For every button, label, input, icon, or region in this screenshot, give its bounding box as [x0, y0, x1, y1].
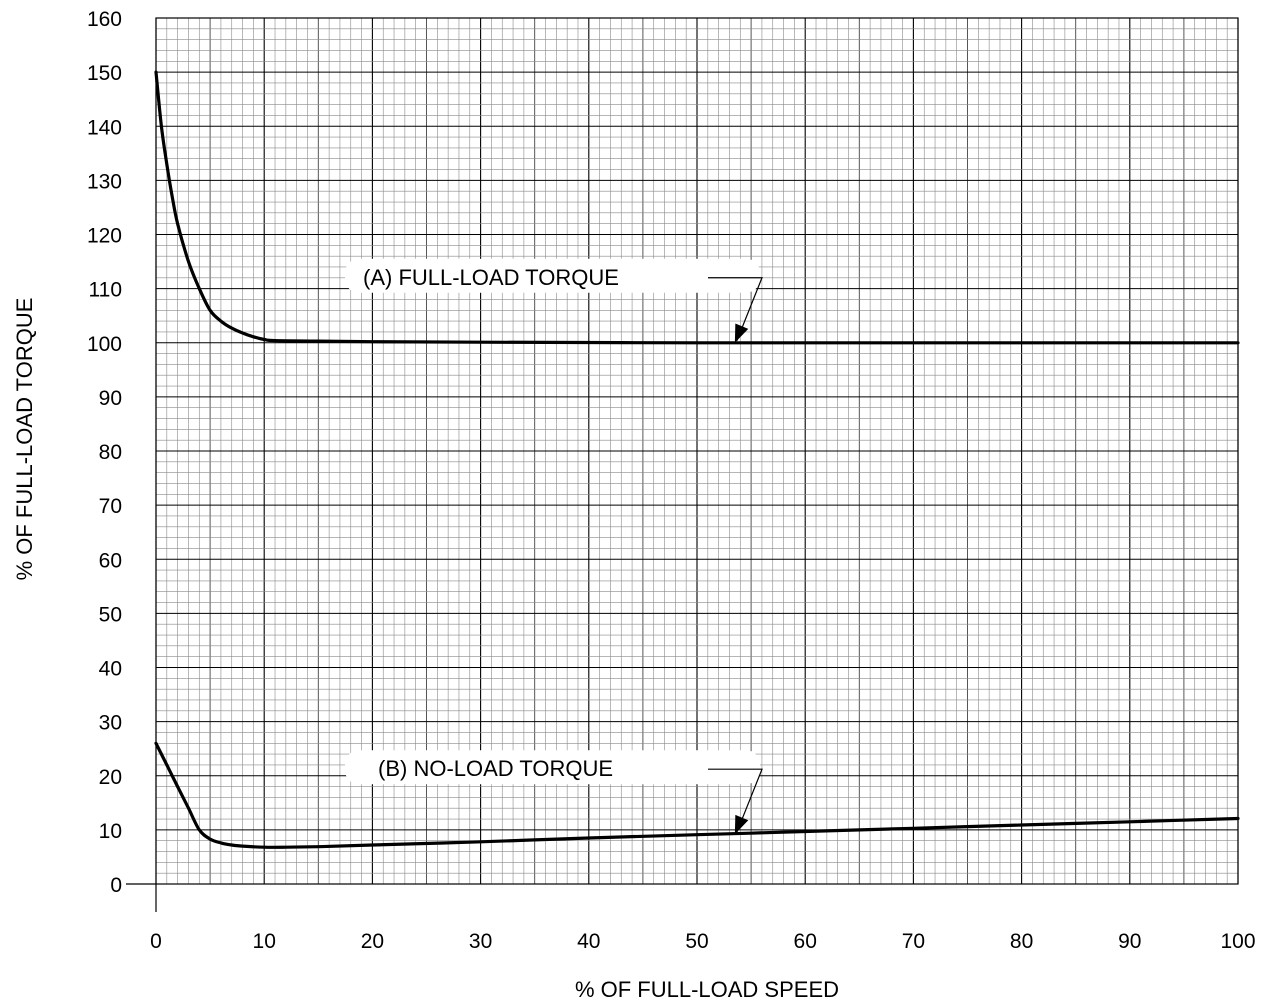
y-tick-label: 60	[99, 549, 122, 572]
x-tick-label: 60	[794, 930, 817, 953]
annotation-full-load: (A) FULL-LOAD TORQUE	[345, 258, 763, 343]
y-tick-label: 130	[87, 170, 122, 193]
x-tick-label: 70	[902, 930, 925, 953]
annotation-arrowhead	[734, 323, 749, 343]
x-tick-label: 50	[685, 930, 708, 953]
y-tick-label: 0	[110, 874, 122, 897]
y-tick-label: 30	[99, 712, 122, 735]
y-tick-label: 90	[99, 387, 122, 410]
plot-series	[154, 70, 1240, 849]
grid	[155, 17, 1239, 885]
x-tick-label: 10	[253, 930, 276, 953]
y-tick-label: 80	[99, 441, 122, 464]
x-tick-label: 100	[1220, 930, 1255, 953]
x-tick-label: 80	[1010, 930, 1033, 953]
x-tick-label: 30	[469, 930, 492, 953]
x-axis-title: % OF FULL-LOAD SPEED	[575, 977, 839, 1002]
annotation-label-bg	[345, 258, 760, 293]
y-axis-title: % OF FULL-LOAD TORQUE	[12, 298, 37, 581]
y-tick-label: 70	[99, 495, 122, 518]
axes: 0102030405060708090100110120130140150160…	[87, 8, 1256, 953]
y-tick-label: 40	[99, 658, 122, 681]
annotation-label: (A) FULL-LOAD TORQUE	[363, 265, 619, 290]
y-tick-label: 140	[87, 116, 122, 139]
y-tick-label: 100	[87, 333, 122, 356]
y-tick-label: 160	[87, 8, 122, 31]
plot-frame	[155, 17, 1239, 885]
axis-labels: % OF FULL-LOAD SPEED % OF FULL-LOAD TORQ…	[12, 298, 839, 1002]
annotations: (A) FULL-LOAD TORQUE (B) NO-LOAD TORQUE	[345, 258, 763, 835]
annotation-label: (B) NO-LOAD TORQUE	[378, 756, 613, 781]
x-tick-label: 40	[577, 930, 600, 953]
x-tick-label: 0	[150, 930, 162, 953]
y-tick-label: 110	[89, 279, 122, 302]
x-tick-label: 90	[1118, 930, 1141, 953]
x-tick-label: 20	[361, 930, 384, 953]
series-line-full-load	[154, 70, 1240, 345]
y-tick-label: 150	[87, 62, 122, 85]
annotation-no-load: (B) NO-LOAD TORQUE	[345, 750, 763, 835]
y-tick-label: 50	[99, 603, 122, 626]
y-tick-label: 20	[99, 766, 122, 789]
annotation-label-bg	[345, 750, 760, 785]
y-tick-label: 120	[87, 225, 122, 248]
annotation-leader	[708, 277, 763, 341]
y-tick-label: 10	[99, 820, 122, 843]
annotation-arrowhead	[734, 814, 749, 835]
series-line-no-load	[154, 741, 1240, 849]
annotation-leader	[708, 768, 763, 833]
